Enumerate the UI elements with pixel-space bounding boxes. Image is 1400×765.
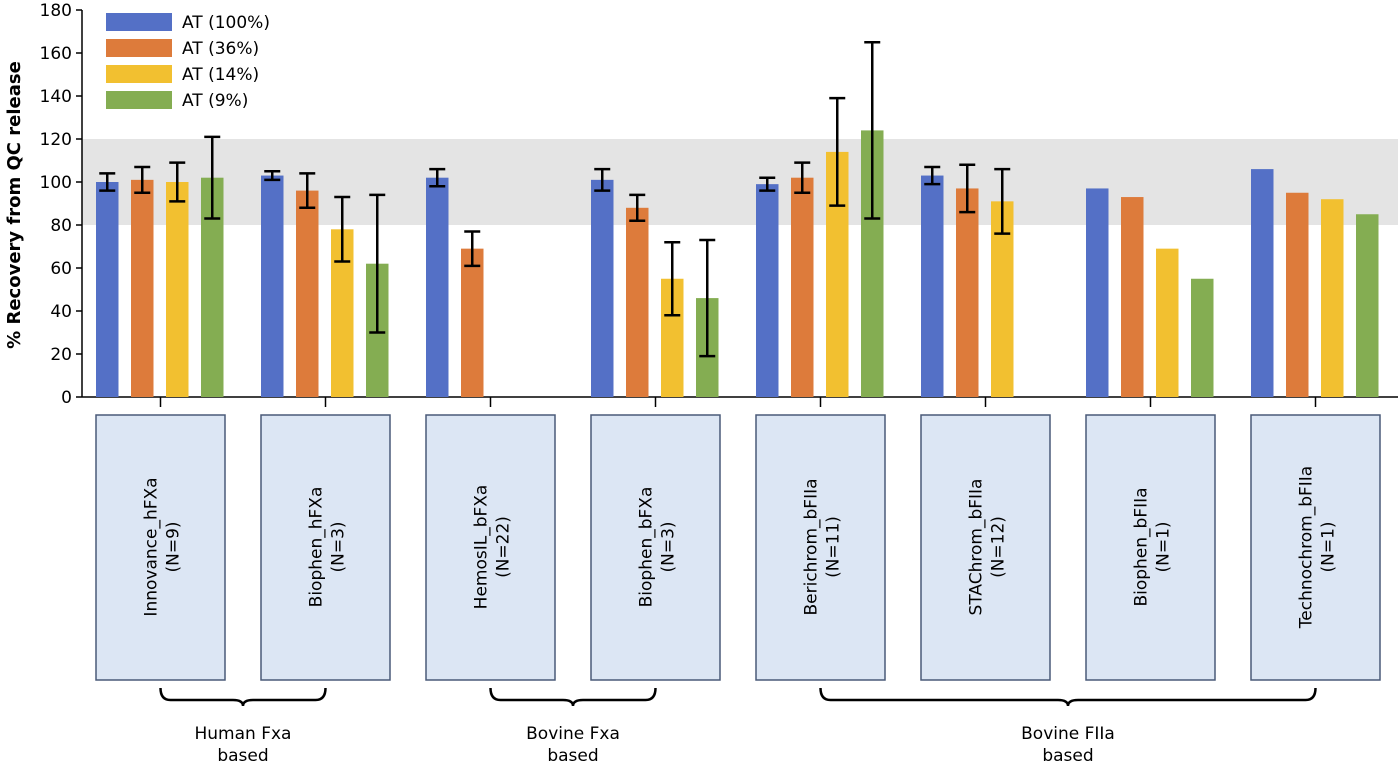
category-n: (N=11) xyxy=(824,516,844,578)
category-name: Technochrom_bFIIa xyxy=(1297,466,1317,629)
category-name: STAChrom_bFIIa xyxy=(967,479,987,616)
bar xyxy=(426,177,449,397)
bar xyxy=(1191,278,1214,397)
bar xyxy=(591,179,614,397)
category-boxes: Innovance_hFXa (N=9) Biophen_hFXa (N=3) Hemo… xyxy=(95,414,1381,681)
group-bracket xyxy=(819,687,1317,707)
legend: AT (100%) AT (36%) AT (14%) AT (9%) xyxy=(106,13,270,111)
bar xyxy=(131,179,154,397)
group-label-line1: Human Fxa xyxy=(195,724,292,744)
legend-label: AT (100%) xyxy=(182,13,270,33)
bar xyxy=(1251,169,1274,397)
group-label-line2: based xyxy=(1042,746,1093,765)
bar xyxy=(1156,248,1179,397)
bar xyxy=(861,130,884,397)
category-n: (N=9) xyxy=(164,521,184,572)
category-box xyxy=(1250,414,1381,681)
legend-swatch xyxy=(106,91,172,109)
category-box xyxy=(590,414,721,681)
bar xyxy=(1321,199,1344,397)
bar xyxy=(826,151,849,397)
legend-label: AT (9%) xyxy=(182,91,248,111)
category-label: Biophen_bFXa (N=3) xyxy=(637,487,679,608)
legend-swatch xyxy=(106,65,172,83)
bar xyxy=(1356,214,1379,397)
category-box xyxy=(425,414,556,681)
bar xyxy=(756,184,779,397)
bar xyxy=(661,278,684,397)
category-box xyxy=(755,414,886,681)
y-tick-label: 80 xyxy=(50,216,72,236)
category-n: (N=12) xyxy=(989,516,1009,578)
bar xyxy=(1086,188,1109,397)
group-label-line2: based xyxy=(217,746,268,765)
category-n: (N=3) xyxy=(659,521,679,572)
category-box xyxy=(1085,414,1216,681)
category-name: Biophen_bFXa xyxy=(637,487,657,608)
group-bracket xyxy=(489,687,657,707)
bar xyxy=(461,248,484,397)
legend-swatch xyxy=(106,13,172,31)
category-label: HemosIL_bFXa (N=22) xyxy=(472,485,514,610)
y-tick-label: 20 xyxy=(50,345,72,365)
category-n: (N=22) xyxy=(494,516,514,578)
category-label: Innovance_hFXa (N=9) xyxy=(142,477,184,616)
category-label: Biophen_bFIIa (N=1) xyxy=(1132,487,1174,606)
y-axis-title: % Recovery from QC release xyxy=(4,61,25,349)
category-label: Berichrom_bFIIa (N=11) xyxy=(802,478,844,615)
bar xyxy=(296,190,319,397)
y-tick-label: 40 xyxy=(50,302,72,322)
bar xyxy=(331,229,354,397)
bar xyxy=(921,175,944,397)
y-tick-label: 0 xyxy=(61,388,72,408)
category-box xyxy=(920,414,1051,681)
legend-label: AT (36%) xyxy=(182,39,259,59)
bar xyxy=(991,201,1014,397)
bar xyxy=(791,177,814,397)
y-tick-label: 60 xyxy=(50,259,72,279)
bar xyxy=(96,182,119,397)
category-name: Innovance_hFXa xyxy=(142,477,162,616)
group-brackets: Human Fxa based Bovine Fxa based Bovine FIIa… xyxy=(159,687,1317,765)
y-tick-label: 160 xyxy=(40,44,72,64)
bar xyxy=(166,182,189,397)
category-name: Biophen_hFXa xyxy=(307,487,327,608)
legend-swatch xyxy=(106,39,172,57)
group-label-line1: Bovine Fxa xyxy=(526,724,620,744)
category-label: Technochrom_bFIIa (N=1) xyxy=(1297,466,1339,629)
category-box xyxy=(95,414,226,681)
legend-label: AT (14%) xyxy=(182,65,259,85)
bar xyxy=(626,207,649,397)
group-label-line1: Bovine FIIa xyxy=(1021,724,1115,744)
error-bars-layer xyxy=(99,41,1011,358)
category-label: STAChrom_bFIIa (N=12) xyxy=(967,479,1009,616)
category-n: (N=1) xyxy=(1154,521,1174,572)
category-n: (N=3) xyxy=(329,521,349,572)
y-tick-label: 140 xyxy=(40,87,72,107)
bar xyxy=(1121,197,1144,397)
category-name: Biophen_bFIIa xyxy=(1132,487,1152,606)
group-label-line2: based xyxy=(547,746,598,765)
y-tick-label: 180 xyxy=(40,1,72,21)
group-bracket xyxy=(159,687,327,707)
category-name: HemosIL_bFXa xyxy=(472,485,492,610)
category-label: Biophen_hFXa (N=3) xyxy=(307,487,349,608)
bar xyxy=(1286,192,1309,397)
bar xyxy=(261,175,284,397)
y-axis: 0 20 40 60 80 100 120 140 160 180 xyxy=(40,1,1398,408)
y-tick-label: 120 xyxy=(40,130,72,150)
y-tick-label: 100 xyxy=(40,173,72,193)
category-name: Berichrom_bFIIa xyxy=(802,478,822,615)
category-box xyxy=(260,414,391,681)
bar xyxy=(201,177,224,397)
category-n: (N=1) xyxy=(1319,521,1339,572)
bar xyxy=(956,188,979,397)
